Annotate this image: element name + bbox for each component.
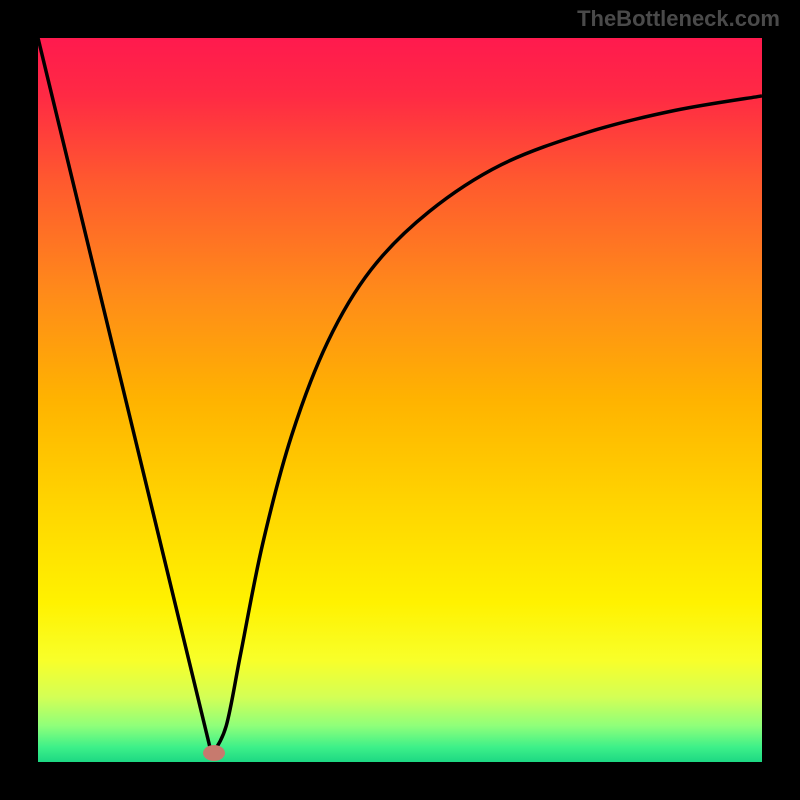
chart-frame: TheBottleneck.com xyxy=(0,0,800,800)
curve-svg xyxy=(38,38,762,762)
curve-left-branch xyxy=(38,38,212,755)
plot-area xyxy=(38,38,762,762)
watermark-text: TheBottleneck.com xyxy=(577,6,780,32)
minimum-marker xyxy=(203,745,225,761)
curve-right-branch xyxy=(212,96,762,755)
